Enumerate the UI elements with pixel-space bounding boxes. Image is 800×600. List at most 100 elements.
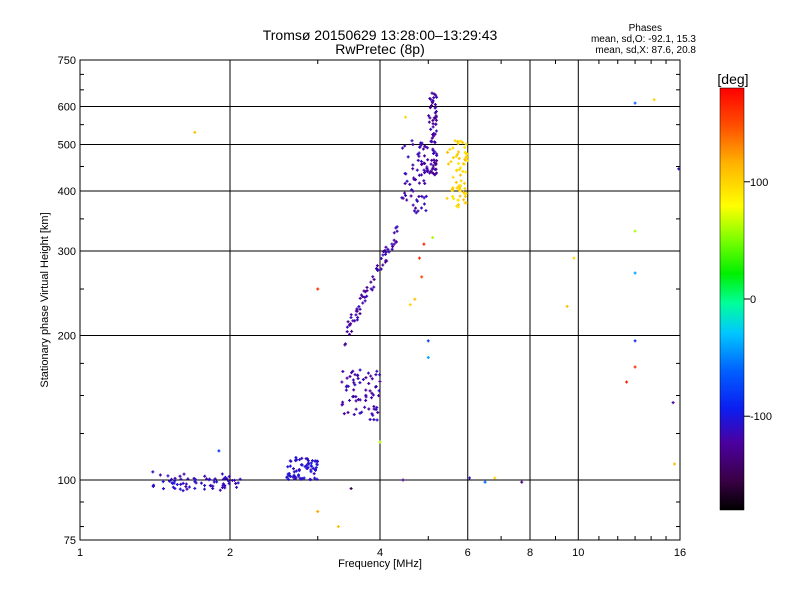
data-point <box>413 297 417 301</box>
data-point <box>358 368 362 372</box>
data-point <box>456 142 460 146</box>
data-point <box>435 171 439 175</box>
data-point <box>572 256 576 260</box>
data-point <box>422 202 426 206</box>
data-point <box>435 154 439 158</box>
data-point <box>354 313 358 317</box>
data-point <box>314 466 318 470</box>
data-point <box>359 293 363 297</box>
data-point <box>288 464 292 468</box>
y-axis-label: Stationary phase Virtual Height [km] <box>39 212 51 387</box>
data-point <box>633 101 637 105</box>
data-point <box>193 130 197 134</box>
data-point <box>168 479 172 483</box>
data-point <box>384 258 388 262</box>
data-point <box>652 98 656 102</box>
data-point <box>238 477 242 481</box>
data-point <box>378 440 382 444</box>
data-point <box>426 339 430 343</box>
data-point <box>186 477 190 481</box>
data-point <box>455 169 459 173</box>
data-point <box>354 309 358 313</box>
data-point <box>446 150 450 154</box>
data-point <box>417 256 421 260</box>
data-point <box>411 163 415 167</box>
data-point <box>375 406 379 410</box>
data-point <box>342 412 346 416</box>
data-point <box>459 179 463 183</box>
data-point <box>395 229 399 233</box>
data-point <box>365 289 369 293</box>
data-point <box>310 459 314 463</box>
data-point <box>374 373 378 377</box>
data-point <box>372 285 376 289</box>
data-point <box>175 483 179 487</box>
data-point <box>170 481 174 485</box>
data-point <box>424 194 428 198</box>
data-point <box>294 455 298 459</box>
data-point <box>431 118 435 122</box>
data-point <box>315 477 319 481</box>
data-point <box>433 102 437 106</box>
data-point <box>423 181 427 185</box>
data-point <box>297 468 301 472</box>
data-point <box>369 280 373 284</box>
y-tick-label: 500 <box>58 140 76 152</box>
y-tick-label: 400 <box>58 186 76 198</box>
data-point <box>370 396 374 400</box>
data-point <box>349 316 353 320</box>
phase-stats-o-mode: mean, sd,O: -92.1, 15.3 <box>591 34 696 45</box>
data-point <box>410 188 414 192</box>
data-point <box>430 91 434 95</box>
data-point <box>316 287 320 291</box>
data-point <box>417 195 421 199</box>
data-point <box>434 167 438 171</box>
data-point <box>185 487 189 491</box>
data-point <box>463 150 467 154</box>
data-point <box>432 158 436 162</box>
data-point <box>353 383 357 387</box>
data-point <box>212 478 216 482</box>
data-point <box>234 481 238 485</box>
data-point <box>414 211 418 215</box>
chart-subtitle: RwPretec (8p) <box>335 41 424 57</box>
x-tick-label: 1 <box>77 547 83 559</box>
data-point <box>354 399 358 403</box>
data-point <box>309 478 313 482</box>
data-point <box>221 477 225 481</box>
data-point <box>462 198 466 202</box>
data-point <box>411 143 415 147</box>
data-point <box>454 154 458 158</box>
data-point <box>311 466 315 470</box>
data-point <box>455 186 459 190</box>
data-point <box>358 312 362 316</box>
data-point <box>352 388 356 392</box>
data-point <box>376 268 380 272</box>
data-point <box>410 139 414 143</box>
data-point <box>433 141 437 145</box>
data-point <box>178 474 182 478</box>
data-point <box>349 487 353 491</box>
data-point <box>457 188 461 192</box>
data-point <box>433 161 437 165</box>
data-point <box>208 477 212 481</box>
data-point <box>633 365 637 369</box>
data-point <box>370 377 374 381</box>
data-point <box>370 391 374 395</box>
data-point <box>463 157 467 161</box>
data-point <box>307 462 311 466</box>
data-point <box>483 480 487 484</box>
data-point <box>434 129 438 133</box>
data-point <box>344 388 348 392</box>
data-point <box>297 473 301 477</box>
data-point <box>313 468 317 472</box>
data-point <box>300 456 304 460</box>
data-point <box>401 478 405 482</box>
data-point <box>427 114 431 118</box>
data-point <box>358 381 362 385</box>
data-point <box>184 482 188 486</box>
data-point <box>422 168 426 172</box>
x-tick-label: 8 <box>527 547 533 559</box>
colorbar-tick-label: 100 <box>750 177 768 189</box>
data-point <box>178 487 182 491</box>
